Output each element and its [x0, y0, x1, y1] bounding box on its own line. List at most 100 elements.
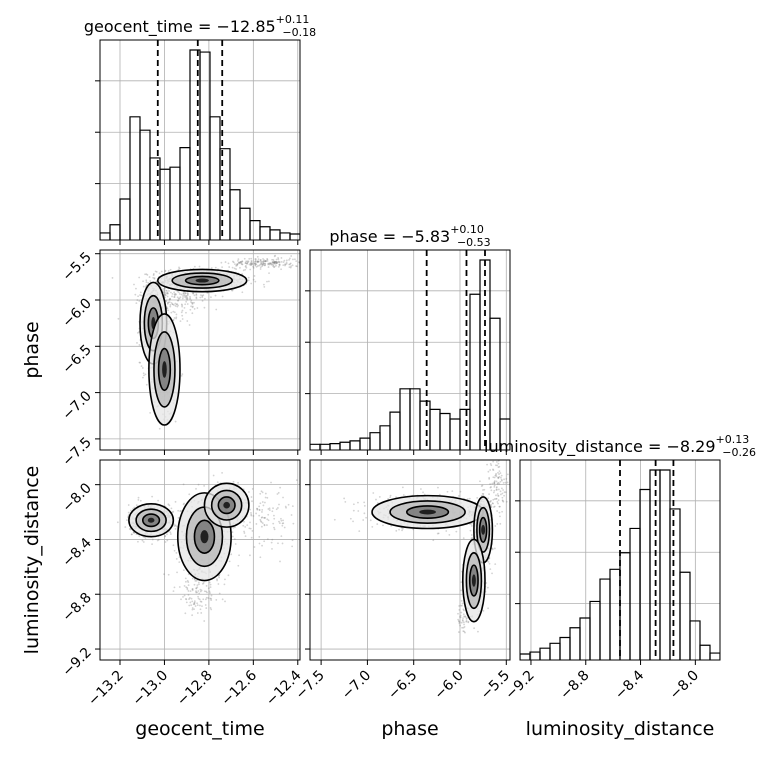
sample-point — [256, 255, 259, 258]
sample-point — [246, 524, 249, 526]
sample-point — [195, 591, 197, 594]
histogram-bin — [589, 600, 601, 660]
density-plot — [333, 460, 509, 634]
sample-point — [263, 540, 266, 543]
sample-point — [137, 540, 139, 543]
sample-point — [181, 305, 184, 308]
sample-point — [295, 265, 298, 267]
sample-point — [282, 261, 285, 264]
sample-point — [261, 263, 264, 266]
sample-point — [259, 518, 262, 521]
sample-point — [492, 502, 494, 505]
sample-point — [235, 264, 238, 267]
y-axis-label-phase: phase — [21, 321, 43, 378]
sample-point — [261, 522, 264, 524]
sample-point — [238, 554, 240, 557]
sample-point — [489, 469, 492, 471]
sample-point — [244, 262, 247, 264]
sample-point — [188, 598, 190, 600]
histogram-bin — [209, 116, 221, 240]
sample-point — [169, 297, 171, 300]
sample-point — [240, 261, 243, 264]
sample-point — [201, 294, 204, 297]
sample-point — [170, 507, 173, 510]
sample-point — [493, 547, 496, 550]
panel-frame — [519, 459, 721, 661]
sample-point — [401, 486, 404, 489]
sample-point — [255, 263, 258, 266]
sample-point — [176, 525, 178, 528]
sample-point — [145, 281, 148, 284]
sample-point — [186, 294, 189, 297]
sample-point — [276, 262, 279, 264]
sample-point — [246, 262, 248, 265]
sample-point — [495, 473, 497, 476]
sample-point — [498, 475, 501, 478]
sample-point — [499, 490, 502, 493]
sample-point — [497, 462, 500, 465]
sample-point — [241, 260, 244, 263]
x-axis-label-luminosity-distance: luminosity_distance — [526, 718, 715, 740]
sample-point — [458, 621, 461, 624]
panel-hist-geocent-time: geocent_time = −12.85+0.11 −0.18 — [84, 13, 316, 245]
sample-point — [184, 295, 186, 298]
sample-point — [489, 483, 492, 485]
sample-point — [266, 538, 269, 541]
sample-point — [185, 300, 188, 303]
sample-point — [290, 514, 293, 516]
sample-point — [184, 292, 187, 295]
sample-point — [260, 516, 263, 519]
sample-point — [268, 509, 271, 511]
sample-point — [276, 493, 279, 495]
sample-point — [131, 533, 133, 536]
sample-point — [212, 474, 215, 477]
sample-point — [263, 264, 266, 267]
sample-point — [185, 297, 188, 300]
panel-2d-geocent-time-luminosity-distance — [95, 459, 301, 665]
sample-point — [163, 293, 166, 296]
sample-point — [376, 523, 379, 525]
sample-point — [178, 586, 181, 588]
sample-point — [138, 535, 141, 537]
sample-point — [241, 291, 244, 294]
sample-point — [461, 604, 463, 607]
sample-point — [280, 257, 283, 259]
sample-point — [462, 609, 465, 612]
sample-point — [167, 301, 170, 304]
sample-point — [269, 262, 272, 265]
sample-point — [176, 296, 179, 299]
sample-point — [378, 496, 381, 498]
sample-point — [462, 630, 465, 633]
sample-point — [273, 262, 276, 265]
sample-point — [175, 558, 178, 560]
sample-point — [277, 258, 280, 261]
sample-point — [215, 598, 218, 601]
sample-point — [218, 576, 220, 579]
sample-point — [209, 583, 212, 586]
sample-point — [504, 481, 507, 484]
sample-point — [500, 487, 503, 490]
sample-point — [210, 267, 213, 269]
histogram-bin — [659, 469, 671, 660]
sample-point — [186, 579, 189, 582]
sample-point — [352, 520, 354, 523]
sample-point — [166, 302, 169, 305]
sample-point — [271, 547, 273, 550]
sample-point — [491, 548, 494, 551]
sample-point — [285, 506, 287, 509]
sample-point — [465, 620, 468, 623]
sample-point — [216, 481, 219, 484]
sample-point — [152, 273, 155, 275]
sample-point — [252, 515, 255, 517]
sample-point — [191, 312, 194, 315]
sample-point — [190, 604, 193, 607]
sample-point — [482, 489, 484, 491]
sample-point — [249, 508, 251, 511]
sample-point — [172, 544, 175, 547]
sample-point — [202, 294, 205, 297]
sample-point — [195, 293, 198, 296]
histogram-bin — [489, 317, 501, 450]
sample-point — [496, 483, 499, 486]
sample-point — [201, 582, 204, 585]
sample-point — [142, 372, 145, 375]
